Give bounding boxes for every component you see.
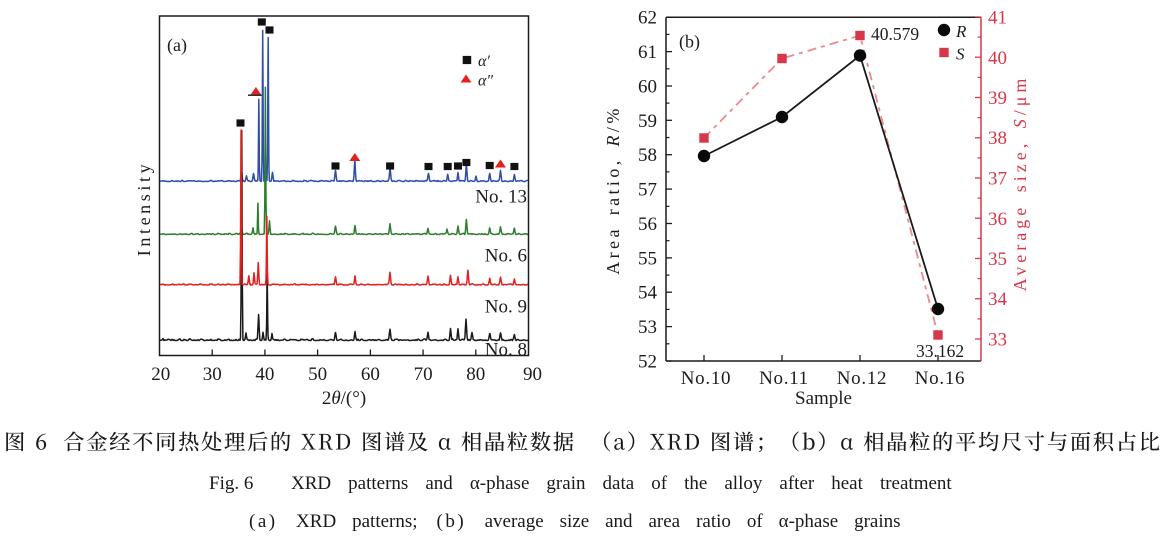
svg-text:α″: α″: [478, 73, 493, 90]
svg-text:35: 35: [988, 249, 1007, 270]
svg-text:55: 55: [638, 248, 657, 269]
svg-text:50: 50: [308, 364, 327, 385]
svg-text:20: 20: [151, 364, 170, 385]
svg-text:Area ratio, R/%: Area ratio, R/%: [603, 105, 623, 274]
svg-text:36: 36: [988, 209, 1007, 230]
svg-text:Fig. 6: Fig. 6: [209, 473, 253, 494]
svg-text:No.10: No.10: [681, 368, 731, 389]
svg-text:α′: α′: [478, 53, 490, 70]
svg-text:40: 40: [255, 364, 274, 385]
svg-text:No.12: No.12: [837, 368, 887, 389]
svg-text:41: 41: [988, 8, 1007, 29]
svg-text:37: 37: [988, 169, 1007, 190]
svg-text:80: 80: [466, 364, 485, 385]
svg-text:Intensity: Intensity: [134, 161, 154, 256]
svg-text:90: 90: [523, 364, 542, 385]
svg-text:40.579: 40.579: [871, 24, 919, 44]
svg-text:No. 6: No. 6: [485, 246, 527, 267]
svg-text:53: 53: [638, 317, 657, 338]
svg-text:S: S: [956, 45, 965, 64]
svg-text:Average size, S/μm: Average size, S/μm: [1010, 75, 1030, 292]
svg-text:70: 70: [414, 364, 433, 385]
svg-text:33.162: 33.162: [916, 341, 964, 361]
svg-text:60: 60: [361, 364, 380, 385]
svg-text:60: 60: [638, 77, 657, 98]
svg-text:30: 30: [203, 364, 222, 385]
svg-text:61: 61: [638, 42, 657, 63]
svg-text:No. 9: No. 9: [485, 297, 527, 318]
svg-text:39: 39: [988, 88, 1007, 109]
svg-text:54: 54: [638, 283, 658, 304]
svg-text:58: 58: [638, 145, 657, 166]
svg-text:XRD patterns and α-phase grain: XRD patterns and α-phase grain data of t…: [291, 473, 952, 494]
svg-text:R: R: [955, 22, 967, 41]
svg-text:40: 40: [988, 48, 1007, 69]
svg-text:38: 38: [988, 128, 1007, 149]
svg-text:52: 52: [638, 352, 657, 373]
svg-text:56: 56: [638, 214, 657, 235]
svg-text:33: 33: [988, 330, 1007, 351]
svg-text:(a) XRD patterns; (b) average: (a) XRD patterns; (b) average size and a…: [249, 511, 901, 532]
svg-text:2θ/(°): 2θ/(°): [322, 388, 366, 409]
svg-text:59: 59: [638, 111, 657, 132]
svg-text:34: 34: [988, 289, 1008, 310]
svg-text:57: 57: [638, 180, 657, 201]
svg-text:62: 62: [638, 8, 657, 29]
svg-text:(b): (b): [679, 32, 700, 53]
svg-text:No. 8: No. 8: [485, 340, 527, 361]
svg-text:Sample: Sample: [795, 388, 852, 409]
svg-text:(a): (a): [167, 35, 187, 56]
svg-text:No.11: No.11: [759, 368, 809, 389]
svg-text:No.16: No.16: [915, 368, 965, 389]
svg-text:No. 13: No. 13: [475, 187, 527, 208]
